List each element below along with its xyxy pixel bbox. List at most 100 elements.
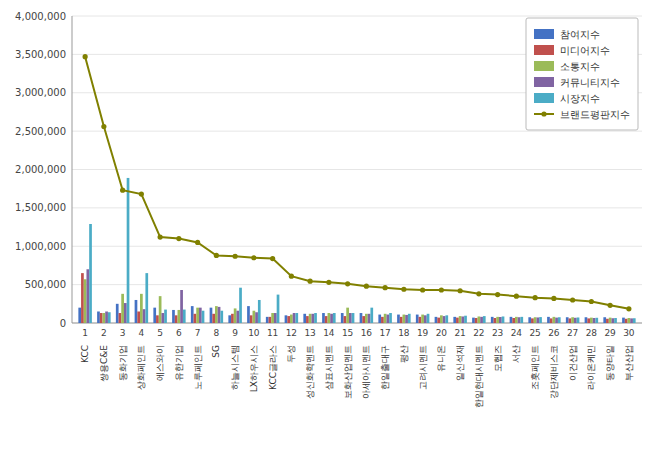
x-tick-label: 8	[214, 328, 220, 338]
x-tick-label: 19	[417, 328, 429, 338]
bar	[577, 317, 580, 323]
bar	[314, 313, 317, 323]
bar	[494, 318, 497, 323]
legend: 참여지수미디어지수소통지수커뮤니티지수시장지수브랜드평판지수	[526, 18, 638, 130]
category-label: 부산산업	[624, 345, 634, 381]
legend-item: 브랜드평판지수	[534, 109, 630, 120]
category-label: 조홋페인트	[530, 345, 540, 390]
line-marker	[364, 284, 369, 289]
bar	[456, 318, 459, 323]
x-tick-label: 22	[473, 328, 484, 338]
bar	[121, 294, 124, 323]
bar	[178, 310, 181, 323]
bar	[459, 316, 462, 323]
bar	[258, 300, 261, 323]
bar	[196, 308, 199, 323]
category-label: 보화산업멘트	[343, 345, 353, 399]
line-marker	[83, 54, 88, 59]
bar	[464, 316, 467, 323]
bar	[437, 318, 440, 323]
line-marker	[570, 297, 575, 302]
grid-line	[72, 207, 642, 208]
x-tick-label: 18	[398, 328, 410, 338]
line-marker	[101, 124, 106, 129]
y-tick-label: 4,000,000	[15, 11, 66, 22]
category-label: 동화기업	[118, 345, 128, 381]
bar	[253, 311, 256, 323]
bar	[360, 313, 363, 323]
line-marker	[514, 294, 519, 299]
legend-item: 커뮤니티지수	[534, 77, 620, 88]
bar	[539, 317, 542, 323]
bar	[194, 314, 197, 323]
bar	[333, 313, 336, 323]
bar	[183, 310, 186, 323]
bar	[427, 314, 430, 323]
bar	[145, 273, 148, 323]
bar	[603, 317, 606, 323]
bar	[287, 316, 290, 323]
x-tick-label: 2	[101, 328, 107, 338]
legend-label: 참여지수	[560, 29, 600, 40]
x-tick-label: 28	[586, 328, 598, 338]
x-tick-label: 7	[195, 328, 201, 338]
line-marker	[308, 279, 313, 284]
line-marker	[589, 299, 594, 304]
bar	[255, 312, 258, 323]
bar	[443, 316, 446, 323]
line-marker	[158, 234, 163, 239]
bar	[78, 308, 81, 323]
bar	[137, 311, 140, 323]
bar	[403, 315, 406, 323]
bar	[499, 317, 502, 323]
bar	[569, 318, 572, 323]
line-marker	[608, 303, 613, 308]
bar-series	[86, 269, 632, 323]
bar	[405, 315, 408, 323]
category-label: KCC	[80, 345, 90, 363]
line-marker	[495, 292, 500, 297]
line-marker	[326, 280, 331, 285]
bar	[346, 308, 349, 323]
line-marker	[345, 281, 350, 286]
x-tick-label: 9	[232, 328, 238, 338]
category-label: 한일현대시멘트	[474, 345, 484, 408]
line-marker	[139, 191, 144, 196]
legend-label: 커뮤니티지수	[560, 77, 620, 88]
category-label: 에스와이	[155, 345, 165, 381]
bar	[344, 316, 347, 323]
bar	[587, 318, 590, 323]
bar	[81, 273, 84, 323]
x-tick-label: 30	[623, 328, 635, 338]
line-marker	[251, 255, 256, 260]
category-label: 동양타일	[605, 345, 615, 381]
x-tick-label: 14	[323, 328, 335, 338]
line-marker	[195, 240, 200, 245]
x-tick-label: 10	[248, 328, 260, 338]
x-tick-label: 5	[157, 328, 163, 338]
bar	[349, 313, 352, 323]
category-label: 모헵즈	[493, 345, 503, 372]
bar	[421, 315, 424, 323]
x-tick-label: 26	[548, 328, 560, 338]
bar	[156, 315, 159, 323]
bar	[389, 313, 392, 323]
legend-swatch	[534, 29, 554, 39]
marks	[78, 54, 635, 323]
bar	[461, 316, 464, 323]
bar	[571, 317, 574, 323]
bar	[625, 319, 628, 323]
bar	[172, 310, 175, 323]
bar	[108, 312, 111, 323]
bar	[547, 317, 550, 323]
bar	[161, 313, 164, 323]
bar-series	[89, 178, 635, 323]
bar	[386, 315, 389, 323]
category-label: 상화페인트	[136, 345, 146, 390]
bar	[630, 318, 633, 323]
line-marker	[476, 291, 481, 296]
bar	[381, 317, 384, 323]
bar	[306, 316, 309, 323]
y-axis	[72, 16, 73, 323]
bar	[475, 318, 478, 323]
